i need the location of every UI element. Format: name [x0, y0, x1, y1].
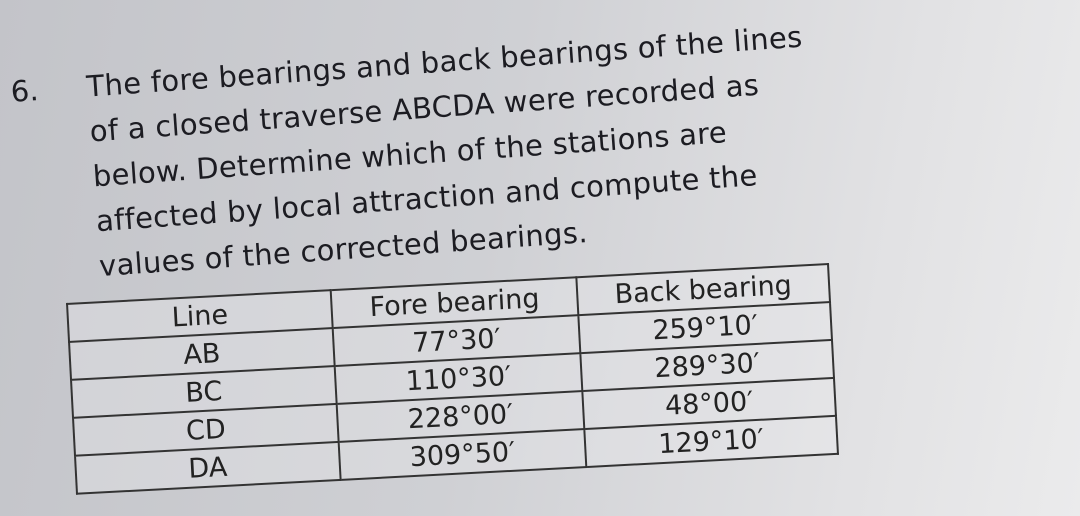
question-number: 6.: [9, 73, 40, 109]
bearing-table: Line Fore bearing Back bearing AB 77°30′ 259…: [66, 263, 840, 495]
question-text: The fore bearings and back bearings of t…: [85, 15, 816, 289]
